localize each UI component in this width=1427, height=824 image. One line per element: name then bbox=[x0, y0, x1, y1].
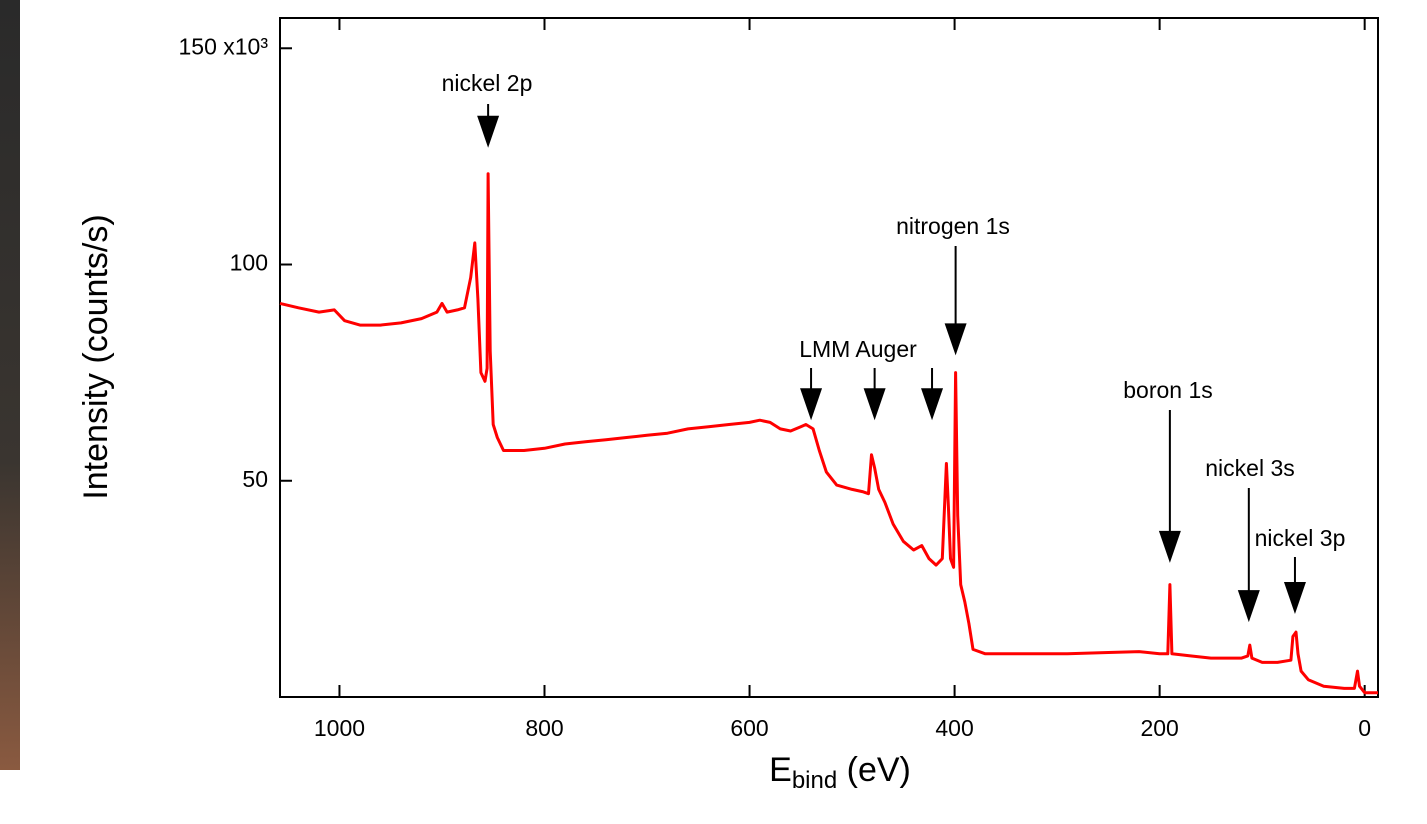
x-tick-label: 800 bbox=[525, 715, 563, 741]
x-axis-label: Ebind (eV) bbox=[769, 751, 911, 794]
annotation-label: nickel 2p bbox=[442, 70, 533, 96]
spectrum-line bbox=[279, 172, 1378, 695]
arrow-head bbox=[944, 323, 967, 356]
arrow-head bbox=[921, 388, 944, 421]
x-tick-label: 1000 bbox=[314, 715, 365, 741]
x-tick-label: 400 bbox=[935, 715, 973, 741]
photo-edge bbox=[0, 0, 20, 770]
annotation-label: LMM Auger bbox=[799, 336, 917, 362]
plot-frame bbox=[279, 17, 1379, 698]
x-tick-label: 0 bbox=[1358, 715, 1371, 741]
arrow-head bbox=[1237, 590, 1260, 623]
x-tick-label: 200 bbox=[1140, 715, 1178, 741]
annotation-label: nickel 3p bbox=[1255, 525, 1346, 551]
arrow-head bbox=[863, 388, 886, 421]
arrow-head bbox=[1158, 530, 1181, 563]
y-tick-label: 50 bbox=[242, 466, 268, 492]
annotation-label: nickel 3s bbox=[1205, 455, 1294, 481]
x-tick-label: 600 bbox=[730, 715, 768, 741]
arrow-head bbox=[477, 115, 500, 148]
y-tick-label: 100 bbox=[230, 250, 268, 276]
annotation-label: nitrogen 1s bbox=[896, 213, 1010, 239]
annotation-label: boron 1s bbox=[1123, 377, 1213, 403]
arrow-head bbox=[800, 388, 823, 421]
arrow-head bbox=[1283, 581, 1306, 614]
y-tick-label: 150 x10³ bbox=[178, 33, 268, 59]
y-axis-label: Intensity (counts/s) bbox=[77, 214, 115, 499]
